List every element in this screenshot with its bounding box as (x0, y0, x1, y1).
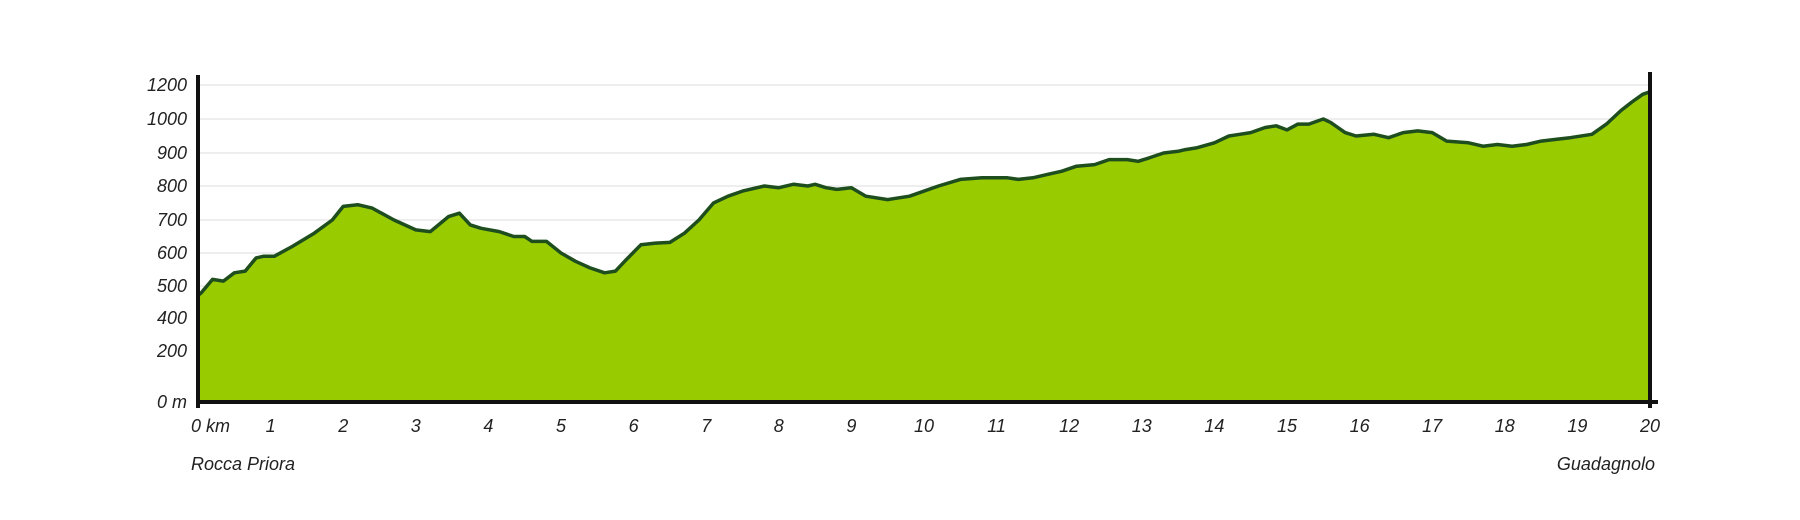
axes (196, 72, 1658, 408)
x-tick-label: 19 (1567, 416, 1587, 436)
x-tick-label: 8 (774, 416, 784, 436)
y-tick-label: 400 (157, 308, 187, 328)
x-tick-label: 9 (846, 416, 856, 436)
x-tick-label: 1 (266, 416, 276, 436)
x-tick-label: 4 (483, 416, 493, 436)
y-tick-label: 200 (156, 341, 187, 361)
x-tick-label: 0 km (191, 416, 230, 436)
x-tick-label: 15 (1277, 416, 1298, 436)
x-tick-label: 20 (1639, 416, 1660, 436)
x-tick-label: 12 (1059, 416, 1079, 436)
end-location-label: Guadagnolo (1557, 454, 1655, 474)
x-tick-label: 16 (1350, 416, 1371, 436)
start-location-label: Rocca Priora (191, 454, 295, 474)
x-tick-label: 5 (556, 416, 567, 436)
x-tick-label: 14 (1204, 416, 1224, 436)
x-tick-label: 6 (629, 416, 640, 436)
x-tick-label: 11 (987, 416, 1006, 436)
x-tick-label: 10 (914, 416, 934, 436)
x-tick-label: 13 (1132, 416, 1152, 436)
y-tick-label: 900 (157, 143, 187, 163)
y-tick-label: 800 (157, 176, 187, 196)
elevation-line (196, 90, 1651, 297)
y-tick-label: 600 (157, 243, 187, 263)
elevation-area (198, 91, 1650, 403)
y-tick-label: 500 (157, 276, 187, 296)
x-tick-label: 17 (1422, 416, 1443, 436)
x-tick-label: 3 (411, 416, 421, 436)
y-axis-tick-labels: 0 m 200 400 500 600 700 800 900 1000 1200 (147, 75, 187, 412)
y-tick-label: 0 m (157, 392, 187, 412)
y-tick-label: 1200 (147, 75, 187, 95)
x-tick-label: 18 (1495, 416, 1515, 436)
y-tick-label: 1000 (147, 109, 187, 129)
x-tick-label: 7 (701, 416, 712, 436)
x-tick-label: 2 (337, 416, 348, 436)
x-axis-tick-labels: 0 km 1 2 3 4 5 6 7 8 9 10 11 12 13 14 15 16 17 18 19 20 (191, 416, 1660, 436)
y-tick-label: 700 (157, 210, 187, 230)
